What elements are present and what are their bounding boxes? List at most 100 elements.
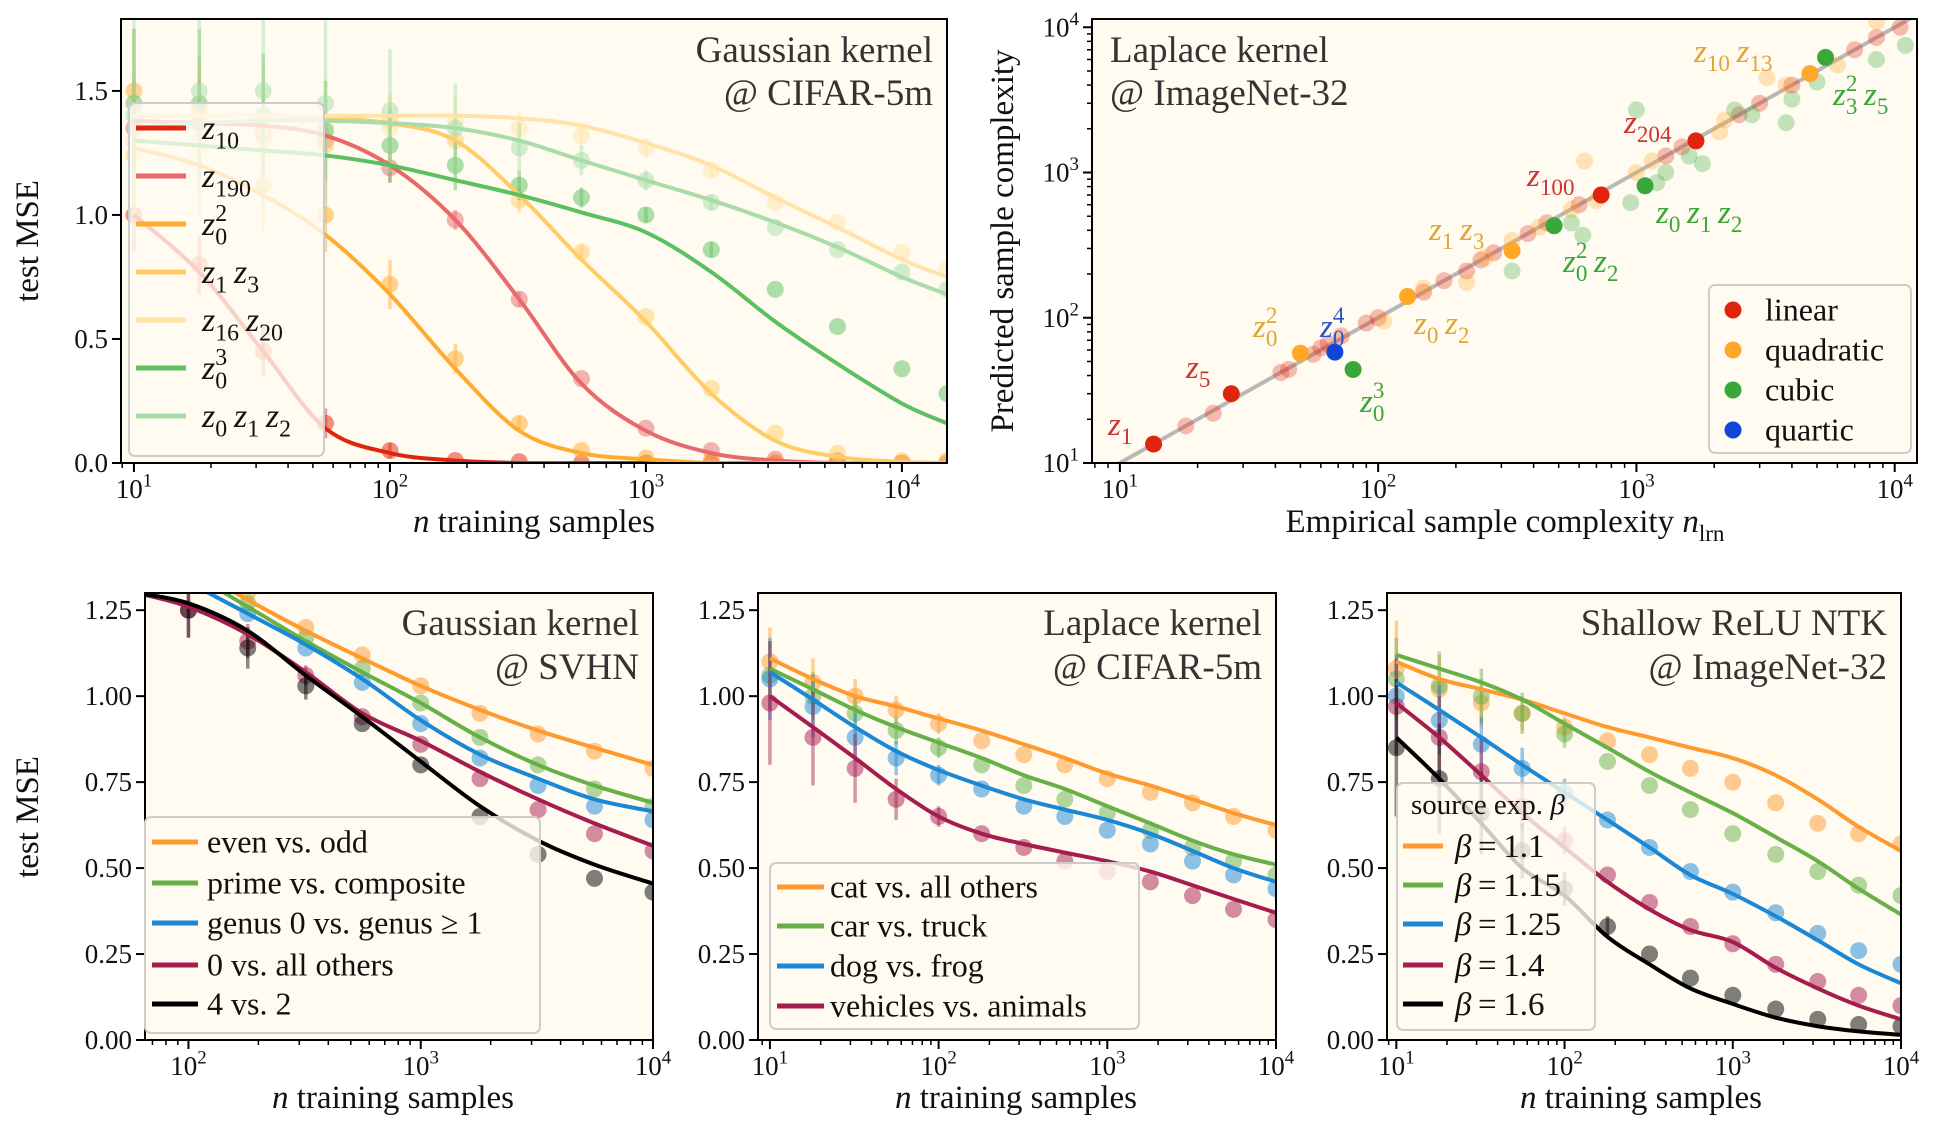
legend-marker-swatch [1724,341,1742,359]
faint-point-quadratic [1643,152,1661,170]
chart-title-line-1: Gaussian kernel [402,603,639,644]
faint-point-quadratic [1562,200,1580,218]
data-point [893,360,911,378]
data-point [128,543,145,560]
data-point [1641,945,1659,963]
data-point [702,241,720,259]
x-tick-label: 103 [403,1048,439,1081]
data-point [1141,835,1159,853]
chart-panel-3: 102 103 104 0.00 0.25 0.50 0.75 1.00 1.25 n train… [10,543,672,1116]
highlighted-point [1326,343,1344,361]
x-tick-label: 104 [635,1048,672,1081]
x-tick-label: 104 [884,471,921,504]
legend-item: z02 [136,201,227,251]
chart-panel-4: 101 102 103 104 0.00 0.25 0.50 0.75 1.00 1.25 n tr… [698,592,1295,1116]
y-tick-label: 1.00 [85,681,132,711]
y-tick-label: 1.5 [74,76,108,106]
axes-frame [1091,18,1918,464]
y-tick-label: 103 [1043,154,1079,187]
data-point [846,728,864,746]
plot-content [1115,19,1914,463]
point-label: z32 z5 [1832,70,1888,119]
chart-title-line-2: @ ImageNet-32 [1648,647,1887,688]
highlighted-point [1592,186,1610,204]
data-point [1267,880,1276,898]
data-point [1850,1016,1868,1034]
chart-panel-2: z1 z5 z02 z04 z03 z0 z2 z1 z3 z02 z2 z100 z0 z1 z… [985,9,1918,546]
point-label: z1 z3 [1428,212,1484,254]
faint-point-linear [1458,262,1476,280]
data-point [510,453,528,463]
data-point [846,759,864,777]
x-axis: 101 102 103 104 [1094,463,1913,504]
point-label: z03 [1359,377,1384,426]
faint-point-quadratic [1576,152,1594,170]
legend-label: 4 vs. 2 [207,986,291,1022]
data-point [1641,746,1659,764]
data-point [510,119,528,137]
series-line-1 [1395,659,1901,853]
faint-point-quadratic [1777,76,1795,94]
x-axis-label: Empirical sample complexity nlrn [1286,504,1725,546]
x-axis-label: n training samples [1520,1080,1762,1116]
legend-item: β = 1.15 [1403,868,1561,904]
data-point [644,883,653,901]
legend-label: dog vs. frog [830,948,984,984]
legend-label: z16 z20 [201,302,283,347]
axes-frame [757,592,1277,1041]
x-axis-label: n training samples [413,504,655,540]
data-point [1767,794,1785,812]
legend-item: z03 [136,345,227,395]
data-point [1767,1000,1785,1018]
data-point [180,574,197,591]
y-tick-label: 0.50 [1327,853,1374,883]
legend-label: prime vs. composite [207,865,466,901]
data-point [1724,773,1742,791]
legend-frame [769,862,1140,1030]
faint-point-quadratic [1867,19,1885,30]
highlighted-point [1344,361,1362,379]
legend-label: z0 z1 z2 [201,398,291,443]
legend-item: β = 1.25 [1403,907,1561,943]
legend-item: cubic [1724,372,1834,408]
x-tick-label: 102 [1546,1048,1582,1081]
highlighted-point [1687,132,1705,150]
faint-point-cubic [1574,226,1592,244]
legend-label: z190 [201,158,251,203]
data-point [190,82,208,100]
series-line-2 [1395,652,1901,917]
data-point [180,557,197,574]
faint-point-quadratic [1758,69,1776,87]
y-tick-label: 1.25 [698,595,745,625]
faint-point-linear [1730,106,1748,124]
data-point [1141,873,1159,891]
legend-frame [1396,782,1596,1031]
data-point [254,82,272,100]
y-tick-label: 1.00 [1327,681,1374,711]
x-axis: 101 102 103 104 [116,463,921,504]
data-point [1809,814,1827,832]
faint-point-cubic [1627,101,1645,119]
data-point [938,385,947,403]
chart-title-line-1: Shallow ReLU NTK [1581,603,1888,644]
y-tick-label: 0.50 [698,853,745,883]
figure-panels: 101 102 103 104 0.0 0.5 1.0 1.5 n training sampl… [10,9,1920,1116]
legend-label: β = 1.25 [1454,907,1561,943]
legend-item: quartic [1724,412,1854,448]
y-tick-label: 0.25 [85,939,132,969]
y-axis: 101 102 103 104 [1043,9,1092,478]
faint-point-cubic [1726,101,1744,119]
faint-point-linear [1783,76,1801,94]
x-tick-label: 104 [1258,1048,1295,1081]
faint-point-cubic [1896,36,1914,54]
y-tick-label: 1.25 [85,595,132,625]
faint-point-linear [1891,19,1909,36]
legend-label: z03 [201,345,227,395]
legend-marker-swatch [1724,381,1742,399]
x-tick-label: 102 [920,1048,956,1081]
legend-label: β = 1.15 [1454,868,1561,904]
data-point [180,564,197,581]
data-point [1430,711,1448,729]
legend: source exp. β β = 1.1β = 1.15β = 1.25 β = … [1396,782,1596,1031]
data-point [1809,863,1827,881]
